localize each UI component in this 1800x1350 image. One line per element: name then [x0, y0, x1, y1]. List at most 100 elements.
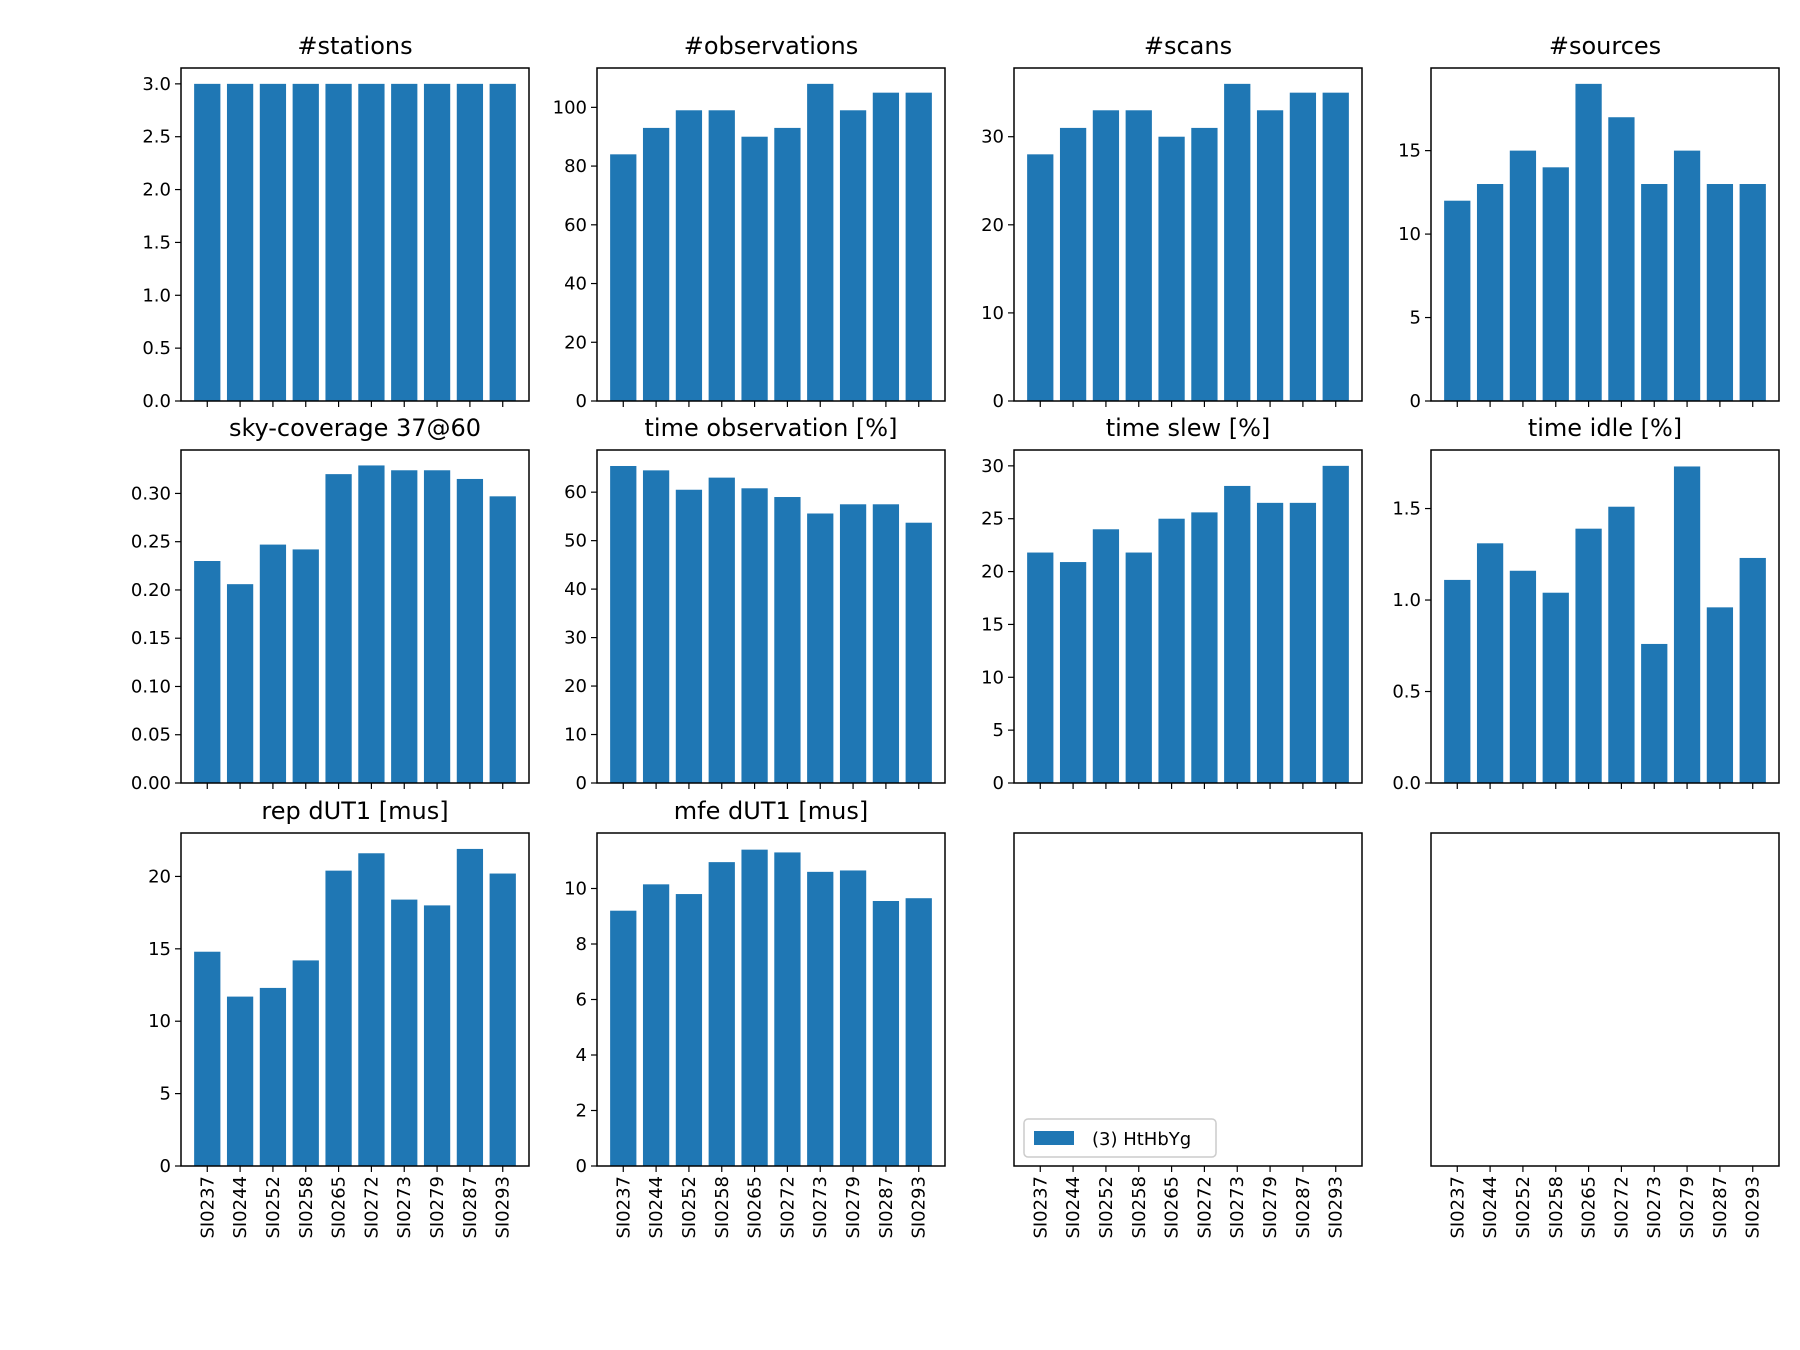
y-tick-label: 3.0 [142, 74, 171, 95]
x-tick-label: SI0237 [1030, 1176, 1051, 1239]
y-tick-label: 15 [1398, 141, 1421, 162]
bar [292, 960, 319, 1166]
y-tick-label: 15 [148, 939, 171, 960]
x-tick-label: SI0273 [1227, 1176, 1248, 1239]
bar [610, 154, 637, 401]
subplot-title: mfe dUT1 [mus] [674, 797, 868, 825]
bar [905, 92, 932, 402]
bar [807, 513, 834, 783]
bar [391, 83, 418, 401]
x-tick-label: SI0272 [361, 1176, 382, 1239]
subplot-title: time slew [%] [1106, 414, 1271, 442]
x-tick-label: SI0287 [1710, 1176, 1731, 1239]
bar [642, 884, 670, 1166]
x-tick-label: SI0279 [427, 1176, 448, 1239]
y-tick-label: 4 [576, 1045, 587, 1066]
x-tick-label: SI0237 [197, 1176, 218, 1239]
bar [423, 905, 451, 1166]
x-tick-label: SI0265 [745, 1176, 766, 1239]
x-tick-label: SI0293 [493, 1176, 514, 1239]
bar [1673, 150, 1701, 401]
bar [1322, 465, 1349, 783]
y-tick-label: 30 [564, 628, 587, 649]
y-tick-label: 0.0 [142, 391, 171, 412]
bar [741, 136, 768, 401]
bar [423, 470, 451, 783]
bar [872, 900, 900, 1166]
bar [1476, 543, 1504, 783]
bar [325, 474, 352, 783]
axes-frame [596, 449, 946, 784]
bar [1608, 117, 1635, 401]
y-tick-label: 8 [576, 934, 587, 955]
bar [259, 987, 287, 1166]
y-tick-label: 1.5 [142, 232, 171, 253]
y-tick-label: 5 [993, 720, 1004, 741]
bar [741, 849, 768, 1166]
bar [456, 83, 484, 401]
subplot-12: SI0237 SI0244 SI0252 SI0258 SI0265 SI0272 SI02… [1430, 832, 1780, 1239]
legend-label: (3) HtHbYg [1092, 1129, 1191, 1150]
y-tick-label: 1.0 [142, 285, 171, 306]
bar [708, 477, 735, 783]
y-tick-label: 2.5 [142, 127, 171, 148]
bar [259, 83, 287, 401]
bar [642, 127, 670, 402]
y-tick-label: 10 [564, 725, 587, 746]
y-tick-label: 0.0 [1392, 773, 1421, 794]
y-tick-label: 100 [553, 97, 587, 118]
y-tick-label: 0 [576, 391, 587, 412]
x-tick-label: SI0258 [296, 1176, 317, 1239]
bar [1509, 570, 1537, 783]
x-tick-label: SI0265 [329, 1176, 350, 1239]
y-tick-label: 2.0 [142, 180, 171, 201]
subplot-title: #scans [1144, 32, 1232, 60]
bar [642, 470, 670, 783]
subplot-title: time idle [%] [1528, 414, 1682, 442]
y-tick-label: 20 [148, 866, 171, 887]
bar [1092, 110, 1120, 402]
bar [1706, 184, 1734, 401]
bar [872, 92, 900, 402]
bar [391, 899, 418, 1166]
y-tick-label: 0 [576, 773, 587, 794]
bar [1444, 200, 1471, 401]
y-tick-label: 0.25 [131, 532, 171, 553]
bar [1289, 92, 1317, 402]
bar [1125, 110, 1152, 402]
y-tick-label: 40 [564, 579, 587, 600]
bar [1542, 167, 1569, 401]
axes-frame [1430, 449, 1780, 784]
x-tick-label: SI0258 [1129, 1176, 1150, 1239]
bar [675, 110, 703, 402]
y-tick-label: 0.15 [131, 628, 171, 649]
bar [1641, 643, 1668, 783]
bar [456, 848, 484, 1166]
y-tick-label: 10 [981, 303, 1004, 324]
axes-frame [180, 449, 530, 784]
x-tick-label: SI0258 [1546, 1176, 1567, 1239]
x-tick-label: SI0272 [1611, 1176, 1632, 1239]
bar [610, 910, 637, 1166]
y-tick-label: 2 [576, 1101, 587, 1122]
bar [905, 898, 932, 1166]
subplot-4: #sources 0 5 10 15 [1398, 32, 1780, 412]
bar [1739, 184, 1766, 401]
bar [1476, 184, 1504, 401]
y-tick-label: 0 [1410, 391, 1421, 412]
subplot-3: #scans 0 10 20 30 [981, 32, 1363, 412]
bar [1739, 557, 1766, 783]
axes-frame [1013, 67, 1363, 402]
bar [1256, 110, 1284, 402]
subplot-title: time observation [%] [645, 414, 898, 442]
bar [839, 110, 867, 402]
y-tick-label: 20 [981, 562, 1004, 583]
legend-swatch [1034, 1131, 1074, 1145]
bar [292, 83, 319, 401]
bar [1256, 502, 1284, 783]
x-tick-label: SI0279 [1677, 1176, 1698, 1239]
y-tick-label: 30 [981, 127, 1004, 148]
bar [489, 873, 516, 1166]
bar [1706, 607, 1734, 783]
bar [675, 489, 703, 783]
